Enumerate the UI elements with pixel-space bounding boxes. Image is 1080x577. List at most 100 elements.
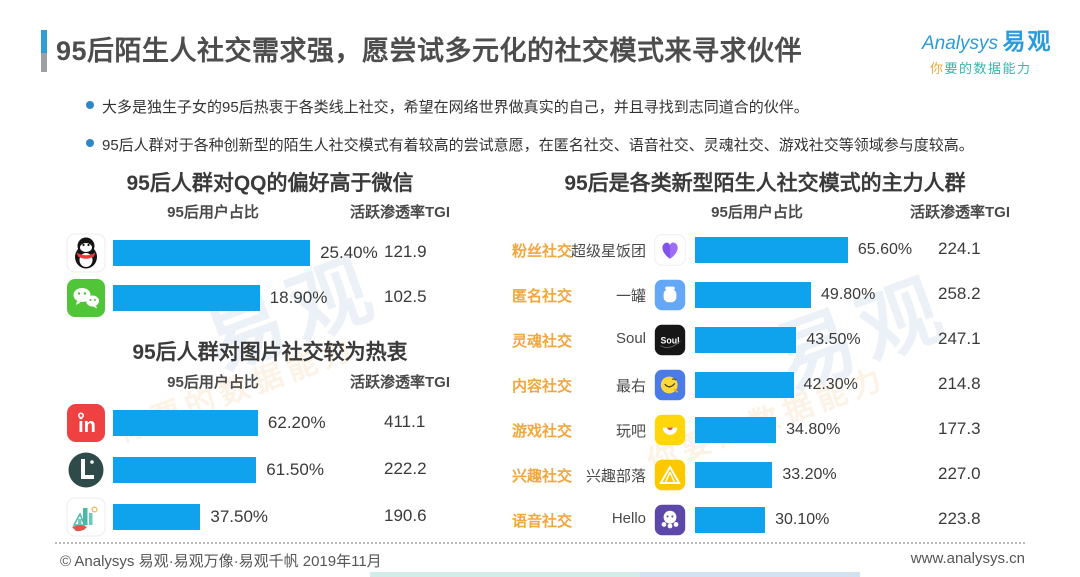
bottom-decoration <box>370 572 640 577</box>
tgi-value: 227.0 <box>938 464 981 483</box>
bar <box>113 410 258 436</box>
share-label: 34.80% <box>786 421 841 438</box>
category-label: 灵魂社交 <box>512 333 573 350</box>
column-header-tgi: 活跃渗透率TGI <box>910 204 1010 221</box>
share-label: 25.40% <box>320 243 378 262</box>
city-photo-app-icon <box>66 497 106 537</box>
chart-row-soul-social: 灵魂社交 Soul Soul 43.50% 247.1 <box>0 323 1080 357</box>
bar <box>113 504 201 530</box>
chart-row-city-photo-app: 37.50% 190.6 <box>0 497 1080 537</box>
tgi-value: 258.2 <box>938 284 981 303</box>
chart-row-wechat: 18.90% 102.5 <box>0 278 1080 318</box>
tent-icon <box>654 459 686 491</box>
chart-row-lofter: 61.50% 222.2 <box>0 450 1080 490</box>
app-name: Hello <box>611 510 646 527</box>
share-label: 37.50% <box>210 507 269 526</box>
zuiyou-app-icon <box>654 369 686 401</box>
tgi-value: 223.8 <box>938 509 981 528</box>
soul-app-icon: Soul <box>654 324 686 356</box>
bar <box>695 417 777 443</box>
wanba-app-icon <box>654 414 686 446</box>
tgi-value: 411.1 <box>384 412 426 431</box>
app-name: 超级星饭团 <box>570 243 646 260</box>
category-label: 内容社交 <box>512 378 573 395</box>
footer-divider <box>55 542 1025 544</box>
svg-text:in: in <box>78 415 96 437</box>
column-header-tgi: 活跃渗透率TGI <box>350 204 450 221</box>
tgi-value: 224.1 <box>938 239 981 258</box>
bar <box>695 237 848 263</box>
app-name: 玩吧 <box>615 423 646 440</box>
logo-brand-text: Analysys <box>922 33 999 54</box>
category-label: 兴趣社交 <box>512 468 573 485</box>
chart-row-voice-social: 语音社交 Hello 30.10% 223.8 <box>0 503 1080 537</box>
app-name: 兴趣部落 <box>585 468 646 485</box>
chart-row-in-app: in 62.20% 411.1 <box>0 403 1080 443</box>
app-name: 一罐 <box>615 288 646 305</box>
qq-icon <box>66 233 106 273</box>
tgi-value: 102.5 <box>384 287 427 306</box>
share-label: 18.90% <box>269 288 328 307</box>
bar <box>695 372 794 398</box>
tgi-value: 177.3 <box>938 419 981 438</box>
share-label: 62.20% <box>267 413 326 432</box>
tgi-value: 121.9 <box>384 242 427 261</box>
logo-name-text: 易观 <box>1002 28 1053 54</box>
wechat-icon <box>66 278 106 318</box>
category-label: 匿名社交 <box>512 288 573 305</box>
svg-text:Soul: Soul <box>660 336 679 346</box>
tgi-value: 190.6 <box>384 506 427 525</box>
title-accent-bar <box>41 30 47 72</box>
app-name: Soul <box>615 330 646 347</box>
website-url: www.analysys.cn <box>910 550 1025 567</box>
analysys-logo: Analysys 易观 你要的数据能力 <box>922 22 1072 77</box>
bar <box>695 327 797 353</box>
share-label: 49.80% <box>821 286 876 303</box>
in-app-icon: in <box>66 403 106 443</box>
bullet-dot <box>86 101 94 109</box>
share-label: 33.20% <box>782 466 837 483</box>
chart-row-fan-social: 粉丝社交 超级星饭团 65.60% 224.1 <box>0 233 1080 267</box>
share-label: 61.50% <box>266 460 324 479</box>
chart-row-content-social: 内容社交 最右 42.30% 214.8 <box>0 368 1080 402</box>
bar <box>113 240 311 266</box>
tgi-value: 247.1 <box>938 329 981 348</box>
column-header-share: 95后用户占比 <box>167 374 259 391</box>
share-label: 43.50% <box>806 331 861 348</box>
chart-row-interest-social: 兴趣社交 兴趣部落 33.20% 227.0 <box>0 458 1080 492</box>
category-label: 游戏社交 <box>512 423 573 440</box>
share-label: 65.60% <box>857 241 913 258</box>
category-label: 语音社交 <box>512 513 573 530</box>
column-header-share: 95后用户占比 <box>167 204 259 221</box>
chart-row-game-social: 游戏社交 玩吧 34.80% 177.3 <box>0 413 1080 447</box>
logo-tagline: 你要的数据能力 <box>930 61 1032 76</box>
chart-row-qq: 25.40% 121.9 <box>0 233 1080 273</box>
bullet-text: 大多是独生子女的95后热衷于各类线上社交，希望在网络世界做真实的自己，并且寻找到… <box>102 99 809 116</box>
purple-heart-icon <box>654 234 686 266</box>
category-label: 粉丝社交 <box>512 243 573 260</box>
tgi-value: 214.8 <box>938 374 981 393</box>
hello-app-icon <box>654 504 686 536</box>
copyright-text: © Analysys 易观·易观万像·易观千帆 2019年11月 <box>60 553 382 570</box>
bar <box>113 285 260 311</box>
bar <box>695 462 773 488</box>
page-title: 95后陌生人社交需求强，愿尝试多元化的社交模式来寻求伙伴 <box>56 36 803 66</box>
tgi-value: 222.2 <box>384 459 427 478</box>
chart-title-photo-social: 95后人群对图片社交较为热衷 <box>132 341 408 364</box>
bar <box>695 282 812 308</box>
jar-icon <box>654 279 686 311</box>
column-header-tgi: 活跃渗透率TGI <box>350 374 450 391</box>
column-header-share: 95后用户占比 <box>711 204 803 221</box>
bottom-decoration <box>640 572 860 577</box>
bar <box>695 507 766 533</box>
chart-row-anonymous-social: 匿名社交 一罐 49.80% 258.2 <box>0 278 1080 312</box>
share-label: 42.30% <box>803 376 858 393</box>
bar <box>113 457 257 483</box>
bullet-text: 95后人群对于各种创新型的陌生人社交模式有着较高的尝试意愿，在匿名社交、语音社交… <box>102 137 974 154</box>
app-name: 最右 <box>615 378 646 395</box>
chart-title-qq-vs-wechat: 95后人群对QQ的偏好高于微信 <box>126 172 414 195</box>
lofter-icon <box>66 450 106 490</box>
share-label: 30.10% <box>775 511 830 528</box>
bullet-dot <box>86 139 94 147</box>
